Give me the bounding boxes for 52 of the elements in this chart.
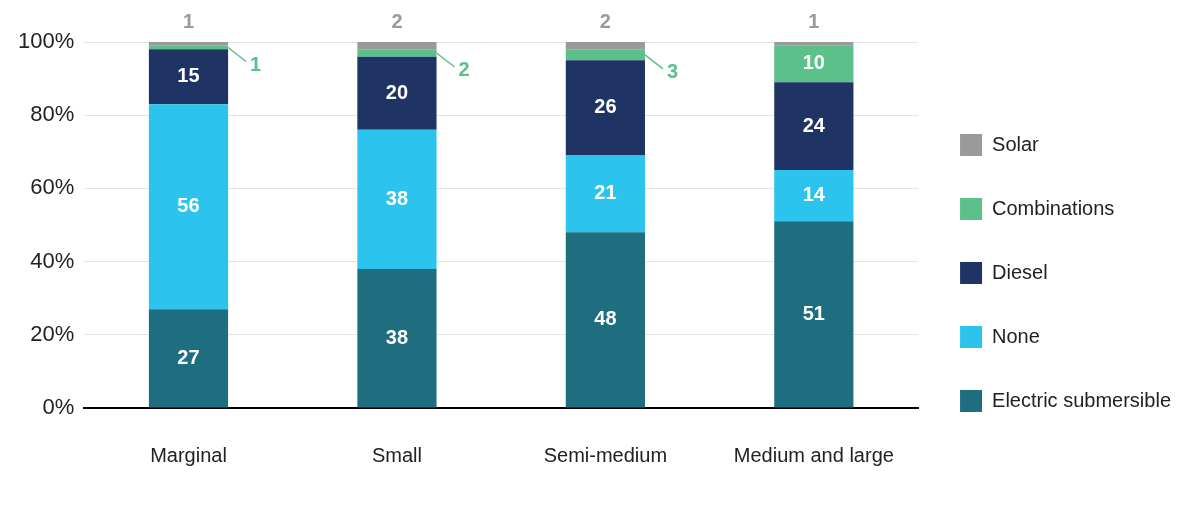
y-tick-label: 0% (42, 394, 75, 420)
data-label: 3 (666, 60, 679, 83)
bar (565, 60, 645, 156)
bar (357, 42, 437, 50)
y-tick-label: 20% (30, 320, 75, 346)
y-tick-label: 80% (30, 101, 75, 127)
data-label: 14 (802, 183, 826, 206)
data-label: 27 (177, 345, 200, 368)
data-label: 24 (802, 113, 826, 136)
data-label: 38 (385, 186, 409, 209)
data-label: 2 (599, 9, 611, 32)
data-label: 56 (177, 194, 200, 217)
x-tick-label: Small (371, 443, 422, 466)
y-tick-label: 100% (17, 28, 75, 54)
data-label: 48 (594, 307, 617, 330)
data-label: 1 (182, 9, 195, 32)
x-tick-label: Medium and large (733, 443, 894, 466)
legend-label: Diesel (992, 260, 1048, 283)
bar (357, 56, 437, 130)
x-tick-label: Semi-medium (543, 443, 668, 466)
data-label: 2 (391, 9, 403, 32)
bar (357, 268, 437, 408)
bar (357, 129, 437, 269)
data-label: 26 (594, 95, 617, 118)
bar (774, 42, 854, 46)
bar (774, 170, 854, 222)
bar (774, 82, 854, 171)
data-label: 1 (808, 9, 820, 32)
bar (148, 104, 229, 310)
data-label: 1 (250, 53, 262, 76)
bar (148, 49, 229, 105)
bar (565, 42, 645, 50)
bar (774, 221, 854, 408)
bar (565, 155, 645, 233)
x-tick-label: Marginal (150, 443, 227, 466)
data-label: 20 (385, 80, 409, 103)
y-tick-label: 60% (30, 174, 75, 200)
data-label: 15 (177, 64, 200, 87)
legend-label: Combinations (992, 196, 1115, 219)
data-label: 51 (802, 301, 825, 324)
bar (774, 45, 854, 83)
data-label: 21 (594, 181, 617, 204)
data-label: 38 (385, 325, 409, 348)
bar (565, 232, 645, 408)
y-tick-label: 40% (30, 247, 75, 273)
data-label: 2 (458, 58, 470, 81)
bar (148, 42, 229, 46)
legend-label: Electric submersible (992, 388, 1172, 411)
data-label: 10 (802, 51, 825, 74)
legend-label: Solar (992, 132, 1040, 155)
legend-label: None (992, 324, 1040, 347)
bar (148, 309, 229, 408)
